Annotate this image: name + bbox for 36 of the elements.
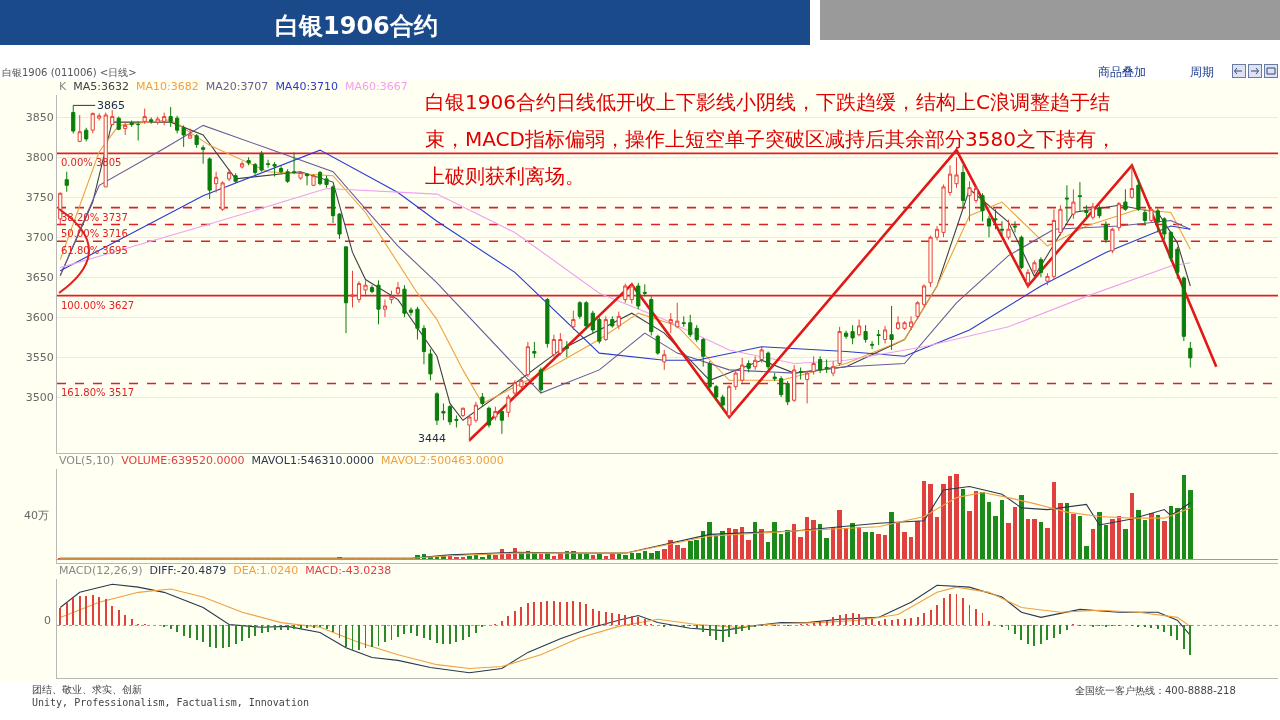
text: 全国统一客户热线：400-8888-218 [1075, 684, 1236, 698]
annotation: 3865 [97, 99, 125, 112]
text: Unity, Professionalism, Factualism, Innovation [32, 697, 309, 708]
y-tick-label: 3750 [25, 191, 54, 205]
y-tick-label: 3800 [25, 151, 54, 165]
text: MA10:3682 [135, 80, 199, 93]
y-tick-label: 3500 [25, 390, 54, 404]
text: 0 [44, 614, 51, 627]
text: MA20:3707 [205, 80, 269, 93]
text: MACD:-43.0238 [305, 564, 392, 577]
y-tick-label: 3550 [25, 350, 54, 364]
text: 周期 [1190, 64, 1214, 81]
text: MAVOL2:500463.0000 [381, 454, 504, 467]
text: DEA:1.0240 [233, 564, 299, 577]
text: 商品叠加 [1098, 64, 1146, 81]
text: 40万 [24, 508, 49, 523]
text: MAVOL1:546310.0000 [251, 454, 375, 467]
y-tick-label: 3700 [25, 231, 54, 245]
text: VOLUME:639520.0000 [121, 454, 245, 467]
text: MA5:3632 [73, 80, 129, 93]
y-tick-label: 3600 [25, 311, 54, 324]
chart-subtitle: 白银1906 (011006) <日线> [2, 66, 137, 80]
ref-line-label: 161.80% 3517 [61, 387, 135, 398]
legend-title: VOL(5,10) [59, 454, 115, 467]
ref-line-label: 100.00% 3627 [61, 300, 135, 311]
legend-title: MACD(12,26,9) [59, 564, 143, 577]
y-tick-label: 3650 [25, 271, 54, 285]
y-tick-label: 3850 [25, 111, 54, 125]
annotation: 白银1906合约日线低开收上下影线小阴线，下跌趋缓，结构上C浪调整趋于结束，MACD指标偏弱，操作上短空单子突破区减持后其余部分3580之下持有，上破则获利离场。 [425, 89, 1117, 190]
annotation: 3444 [418, 432, 446, 445]
text: MA60:3667 [345, 80, 408, 93]
text: MA40:3710 [275, 80, 339, 93]
text: 团结、敬业、求实、创新 [32, 683, 142, 697]
legend-title: K [59, 80, 67, 93]
series-label: DIFF:-20.4879 [149, 564, 227, 577]
chart-title: 白银1906合约 [275, 11, 438, 42]
